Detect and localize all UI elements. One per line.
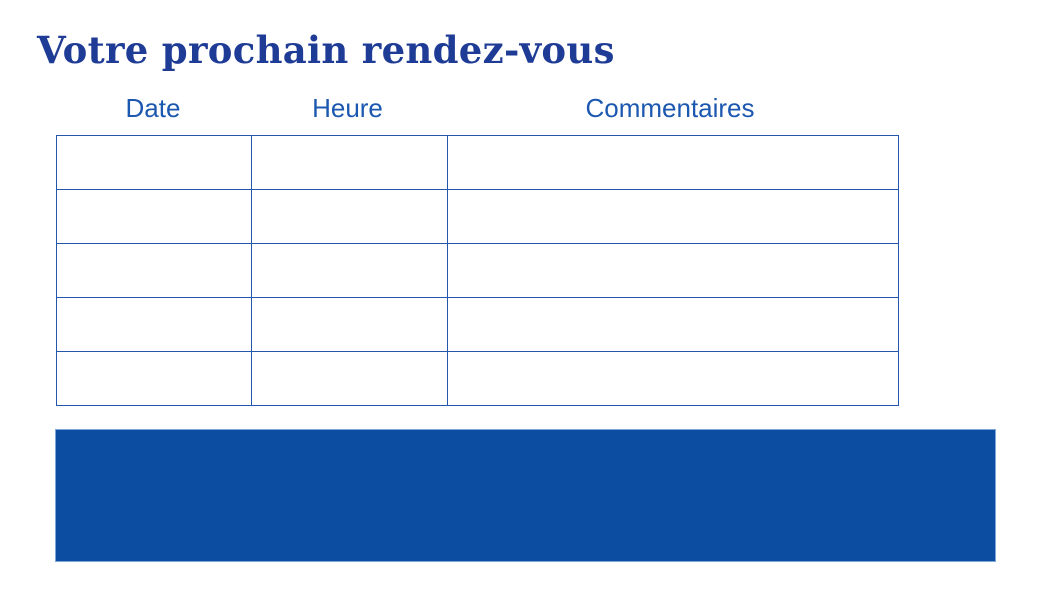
table-row bbox=[56, 135, 899, 190]
table-cell bbox=[251, 351, 448, 406]
table-cell bbox=[251, 243, 448, 298]
table-cell bbox=[56, 351, 252, 406]
table-cell bbox=[251, 135, 448, 190]
table-row bbox=[56, 189, 899, 244]
table-cell bbox=[56, 297, 252, 352]
table-row bbox=[56, 351, 899, 406]
appointments-table-body bbox=[56, 135, 899, 406]
table-cell bbox=[447, 351, 899, 406]
column-header-heure: Heure bbox=[312, 93, 383, 123]
table-cell bbox=[56, 189, 252, 244]
footer-color-block bbox=[55, 429, 996, 562]
column-header-date: Date bbox=[125, 93, 181, 123]
table-cell bbox=[251, 297, 448, 352]
table-cell bbox=[447, 297, 899, 352]
table-cell bbox=[251, 189, 448, 244]
page-title: Votre prochain rendez-vous bbox=[37, 28, 615, 72]
appointments-table bbox=[56, 135, 899, 406]
table-cell bbox=[56, 135, 252, 190]
column-header-commentaires: Commentaires bbox=[585, 93, 755, 123]
table-cell bbox=[447, 189, 899, 244]
table-cell bbox=[447, 135, 899, 190]
table-row bbox=[56, 243, 899, 298]
table-cell bbox=[447, 243, 899, 298]
table-row bbox=[56, 297, 899, 352]
table-column-headers: Date Heure Commentaires bbox=[56, 93, 895, 124]
table-cell bbox=[56, 243, 252, 298]
